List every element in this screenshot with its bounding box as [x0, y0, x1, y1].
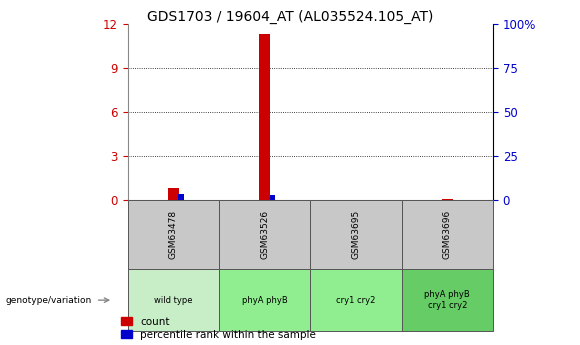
Text: wild type: wild type [154, 296, 193, 305]
Bar [259, 34, 270, 200]
Text: genotype/variation: genotype/variation [6, 296, 92, 305]
Bar [168, 188, 179, 200]
Bar [270, 195, 275, 200]
Text: phyA phyB
cry1 cry2: phyA phyB cry1 cry2 [425, 290, 470, 310]
Text: cry1 cry2: cry1 cry2 [336, 296, 376, 305]
Legend: count, percentile rank within the sample: count, percentile rank within the sample [121, 317, 316, 340]
Text: GSM63696: GSM63696 [443, 210, 452, 259]
Bar [178, 194, 184, 200]
Text: GSM63695: GSM63695 [351, 210, 361, 259]
Text: GSM63478: GSM63478 [169, 210, 178, 259]
Text: GSM63526: GSM63526 [260, 210, 269, 259]
Bar [442, 199, 453, 200]
Text: GDS1703 / 19604_AT (AL035524.105_AT): GDS1703 / 19604_AT (AL035524.105_AT) [147, 10, 433, 24]
Text: phyA phyB: phyA phyB [242, 296, 288, 305]
